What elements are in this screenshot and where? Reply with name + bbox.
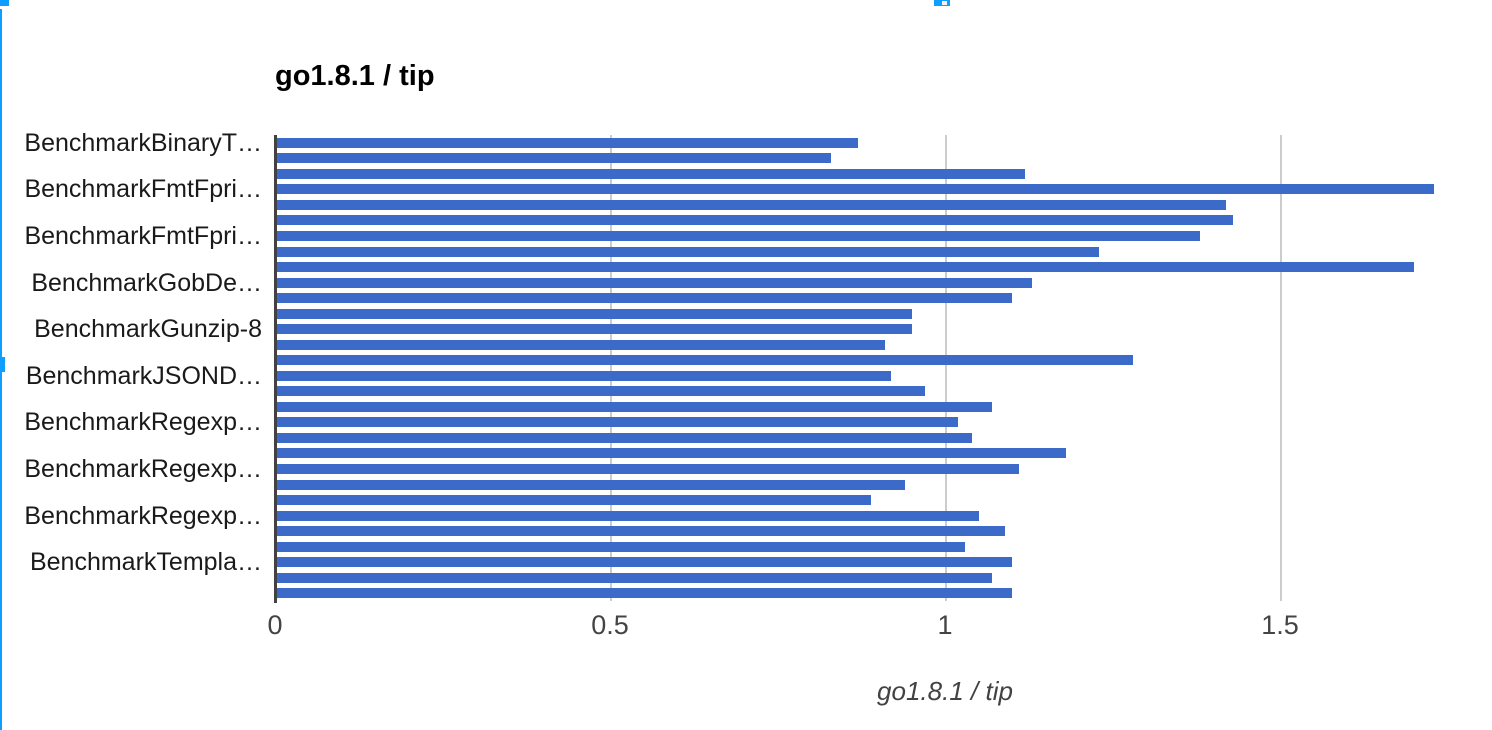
selection-handle-dot [942,1,947,5]
bar[interactable] [277,339,885,350]
bar[interactable] [277,541,965,552]
bar[interactable] [277,526,1005,537]
bar[interactable] [277,277,1032,288]
bar[interactable] [277,153,831,164]
bar[interactable] [277,401,992,412]
bar[interactable] [277,184,1434,195]
bar[interactable] [277,168,1025,179]
x-axis-title: go1.8.1 / tip [877,676,1013,706]
gridline [1280,135,1282,601]
bar[interactable] [277,246,1099,257]
y-axis-label: BenchmarkFmtFpri… [24,175,262,204]
bar[interactable] [277,137,858,148]
y-axis-label: BenchmarkTempla… [29,548,262,577]
bar[interactable] [277,324,912,335]
bar[interactable] [277,262,1414,273]
bar[interactable] [277,215,1233,226]
bar[interactable] [277,588,1012,599]
bar[interactable] [277,230,1200,241]
bar[interactable] [277,463,1019,474]
bar[interactable] [277,432,972,443]
y-axis-label: BenchmarkRegexp… [24,501,262,530]
y-axis-label: BenchmarkRegexp… [24,454,262,483]
bar[interactable] [277,417,958,428]
bar[interactable] [277,308,912,319]
y-axis-label: BenchmarkJSOND… [25,361,262,390]
bar[interactable] [277,510,979,521]
gridline [945,135,947,601]
selection-handle-top-left[interactable] [0,0,9,6]
gridline [610,135,612,601]
x-axis-tick-label: 0 [267,610,283,640]
bar[interactable] [277,370,891,381]
bar[interactable] [277,557,1012,568]
y-axis-label: BenchmarkBinaryT… [24,128,262,157]
bar[interactable] [277,572,992,583]
selection-handle-middle-left[interactable] [0,357,5,372]
bar[interactable] [277,479,905,490]
bar[interactable] [277,199,1226,210]
y-axis-label: BenchmarkGobDe… [31,268,262,297]
bar[interactable] [277,448,1066,459]
y-axis-label: BenchmarkRegexp… [24,408,262,437]
selection-handle-top-center[interactable] [934,0,950,6]
y-axis-label: BenchmarkGunzip-8 [34,315,262,344]
bar[interactable] [277,293,1012,304]
chart-title: go1.8.1 / tip [275,60,435,92]
y-axis-zero-line [274,135,277,603]
y-axis-label: BenchmarkFmtFpri… [24,221,262,250]
x-axis-tick-label: 1.5 [1261,610,1299,640]
bar[interactable] [277,355,1133,366]
bar[interactable] [277,386,925,397]
bar[interactable] [277,495,871,506]
x-axis-tick-label: 1 [937,610,953,640]
x-axis-tick-label: 0.5 [591,610,629,640]
